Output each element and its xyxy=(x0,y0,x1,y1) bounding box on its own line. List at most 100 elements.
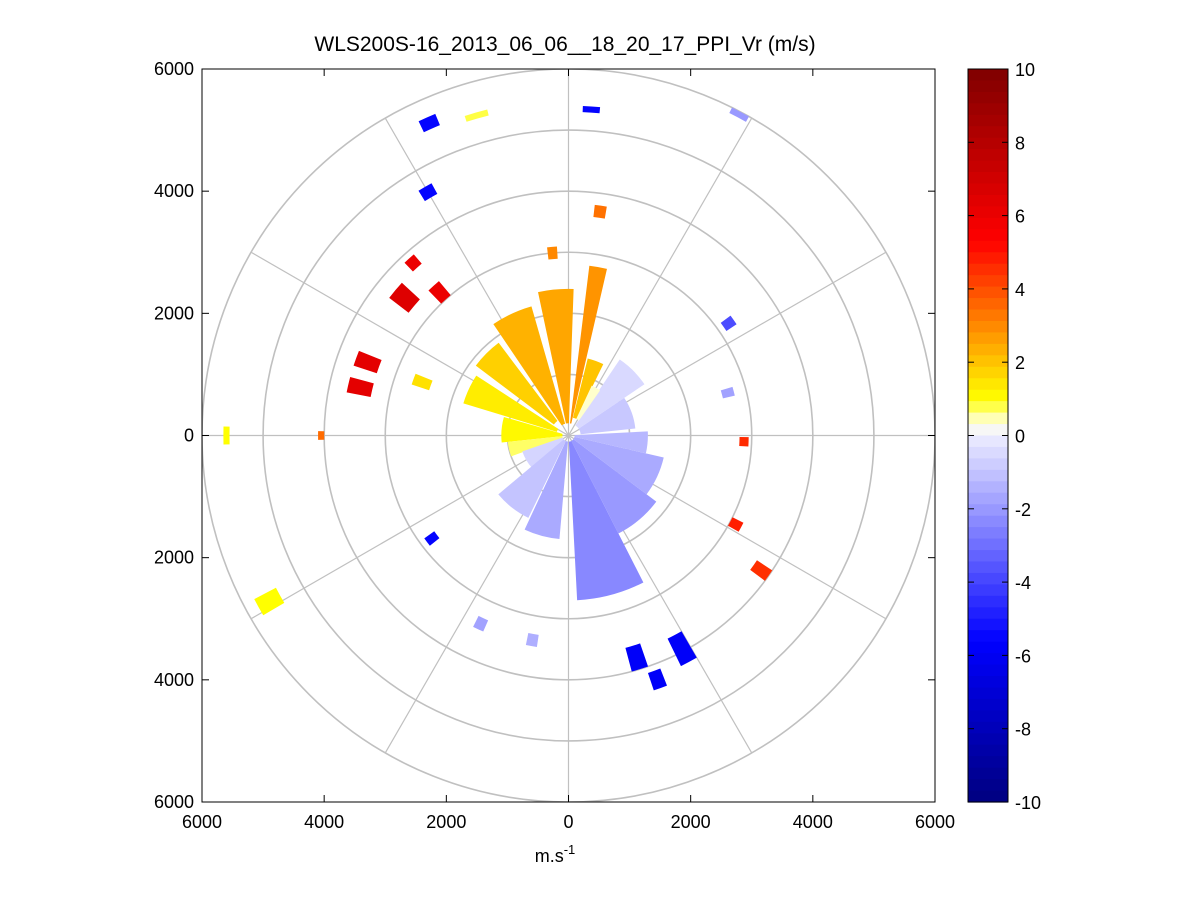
colorbar-segment xyxy=(968,492,1008,505)
colorbar-segment xyxy=(968,389,1008,402)
colorbar-segment xyxy=(968,183,1008,196)
colorbar-tick-label: -8 xyxy=(1015,720,1031,740)
x-tick-label: 6000 xyxy=(182,812,222,832)
velocity-cell-16 xyxy=(578,397,636,435)
colorbar-segment xyxy=(968,664,1008,677)
velocity-cell-5 xyxy=(475,342,558,425)
colorbar-tick-label: -4 xyxy=(1015,573,1031,593)
velocity-cell-20 xyxy=(593,204,607,219)
colorbar-tick-label: -6 xyxy=(1015,646,1031,666)
colorbar-segment xyxy=(968,298,1008,311)
colorbar-segment xyxy=(968,790,1008,803)
x-tick-label: 4000 xyxy=(304,812,344,832)
colorbar-segment xyxy=(968,217,1008,230)
colorbar-segment xyxy=(968,401,1008,414)
x-tick-label: 4000 xyxy=(793,812,833,832)
colorbar-segment xyxy=(968,263,1008,276)
y-tick-label: 6000 xyxy=(154,792,194,812)
velocity-cell-25 xyxy=(418,183,438,202)
velocity-cell-6 xyxy=(463,375,559,432)
velocity-cell-44 xyxy=(720,386,735,399)
velocity-cell-29 xyxy=(353,350,382,374)
velocity-cell-1 xyxy=(538,288,574,424)
colorbar-segment xyxy=(968,343,1008,356)
velocity-cell-39 xyxy=(647,668,668,691)
velocity-cell-4 xyxy=(493,306,566,426)
x-tick-label: 6000 xyxy=(915,812,955,832)
y-tick-label: 0 xyxy=(184,426,194,446)
colorbar xyxy=(967,68,1009,803)
colorbar-segment xyxy=(968,194,1008,208)
velocity-cell-40 xyxy=(667,631,697,667)
y-tick-label: 6000 xyxy=(154,59,194,79)
velocity-cell-15 xyxy=(574,431,648,454)
colorbar-segment xyxy=(968,607,1008,620)
velocity-cell-33 xyxy=(318,431,325,440)
colorbar-tick-label: 2 xyxy=(1015,353,1025,373)
colorbar-segment xyxy=(968,710,1008,723)
colorbar-segment xyxy=(968,561,1008,574)
velocity-cell-10 xyxy=(498,439,566,518)
colorbar-tick-label: 4 xyxy=(1015,280,1025,300)
chart-title: WLS200S-16_2013_06_06__18_20_17_PPI_Vr (… xyxy=(314,33,815,56)
colorbar-segment xyxy=(968,252,1008,265)
colorbar-segment xyxy=(968,653,1008,666)
colorbar-tick-labels: 10 8 6 4 2 0 -2 -4 -6 -8 -10 xyxy=(1015,60,1041,813)
colorbar-segment xyxy=(968,687,1008,700)
colorbar-segment xyxy=(968,630,1008,643)
colorbar-segment xyxy=(968,721,1008,734)
colorbar-segment xyxy=(968,137,1008,150)
colorbar-segment xyxy=(968,332,1008,345)
colorbar-segment xyxy=(968,149,1008,162)
velocity-cell-45 xyxy=(720,315,737,331)
velocity-cell-17 xyxy=(575,359,645,429)
velocity-cell-35 xyxy=(424,531,440,546)
colorbar-segment xyxy=(968,527,1008,540)
colorbar-segment xyxy=(968,504,1008,517)
colorbar-segment xyxy=(968,572,1008,585)
velocity-cell-28 xyxy=(428,281,451,304)
colorbar-segment xyxy=(968,756,1008,769)
colorbar-segment xyxy=(968,744,1008,757)
colorbar-segment xyxy=(968,366,1008,379)
colorbar-segment xyxy=(968,69,1008,82)
colorbar-tick-label: 8 xyxy=(1015,133,1025,153)
colorbar-segment xyxy=(968,481,1008,494)
velocity-cell-19 xyxy=(547,246,558,260)
x-axis-tick-labels: 6000 4000 2000 0 2000 4000 6000 xyxy=(182,812,955,832)
colorbar-segment xyxy=(968,641,1008,654)
velocity-cell-18 xyxy=(576,385,601,421)
velocity-cell-13 xyxy=(571,439,657,534)
velocity-cell-38 xyxy=(625,643,649,672)
colorbar-segment xyxy=(968,698,1008,711)
colorbar-segment xyxy=(968,91,1008,104)
colorbar-tick-label: 10 xyxy=(1015,60,1035,80)
velocity-cell-3 xyxy=(572,358,604,420)
x-tick-label: 2000 xyxy=(671,812,711,832)
colorbar-segment xyxy=(968,309,1008,322)
velocity-cell-22 xyxy=(729,107,749,122)
velocity-cell-2 xyxy=(569,265,607,424)
colorbar-tick-label: 6 xyxy=(1015,207,1025,227)
colorbar-segment xyxy=(968,779,1008,792)
colorbar-segment xyxy=(968,206,1008,219)
velocity-cell-37 xyxy=(525,633,539,647)
velocity-cell-31 xyxy=(411,373,433,391)
colorbar-segment xyxy=(968,240,1008,253)
colorbar-segment xyxy=(968,550,1008,563)
velocity-cell-27 xyxy=(389,282,420,313)
colorbar-segment xyxy=(968,435,1008,448)
y-tick-label: 2000 xyxy=(154,303,194,323)
velocity-cell-26 xyxy=(404,254,422,272)
colorbar-segment xyxy=(968,172,1008,185)
velocity-cell-9 xyxy=(522,437,564,468)
colorbar-segment xyxy=(968,469,1008,482)
colorbar-tick-label: -2 xyxy=(1015,500,1031,520)
colorbar-segment xyxy=(968,160,1008,173)
colorbar-segment xyxy=(968,80,1008,93)
colorbar-segment xyxy=(968,446,1008,460)
velocity-cell-34 xyxy=(254,587,285,616)
colorbar-segment xyxy=(968,538,1008,551)
colorbar-segment xyxy=(968,595,1008,608)
